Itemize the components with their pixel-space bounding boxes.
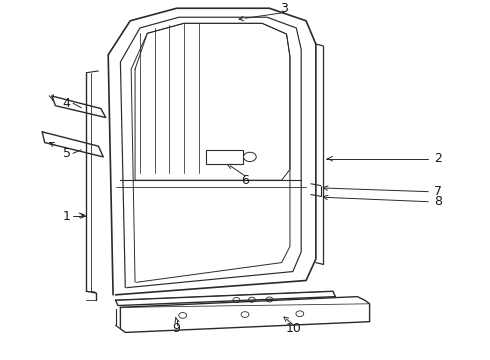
Text: 2: 2 <box>434 152 442 165</box>
Text: 4: 4 <box>63 97 71 110</box>
Circle shape <box>179 312 187 318</box>
Bar <box>206 150 243 164</box>
Text: 8: 8 <box>434 195 442 208</box>
Text: 1: 1 <box>63 210 71 222</box>
Circle shape <box>241 312 249 318</box>
Text: 10: 10 <box>286 322 302 336</box>
Circle shape <box>233 297 240 302</box>
Text: 7: 7 <box>434 185 442 198</box>
Circle shape <box>296 311 304 316</box>
Text: 5: 5 <box>63 147 71 160</box>
Circle shape <box>248 297 255 302</box>
Text: 3: 3 <box>280 3 288 15</box>
Circle shape <box>244 152 256 162</box>
Text: 9: 9 <box>172 322 180 336</box>
Text: 6: 6 <box>241 174 249 187</box>
Circle shape <box>266 297 273 302</box>
